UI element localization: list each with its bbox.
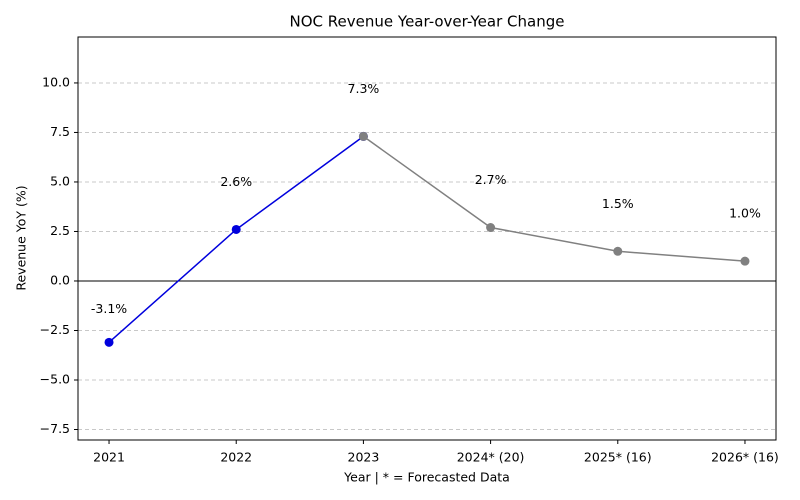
data-label: 7.3% [348,81,380,96]
x-tick-label: 2022 [220,450,252,465]
chart-title: NOC Revenue Year-over-Year Change [290,13,565,31]
data-label: 2.6% [220,174,252,189]
y-tick-label: −5.0 [40,371,70,386]
plot-frame [77,36,777,441]
data-label: -3.1% [91,301,127,316]
y-axis-label: Revenue YoY (%) [14,185,29,290]
y-tick-label: 0.0 [50,272,70,287]
x-tick-label: 2024* (20) [457,450,525,465]
x-tick-label: 2023 [348,450,380,465]
data-point [740,256,750,266]
data-point [486,223,496,233]
data-label: 2.7% [475,172,507,187]
y-tick-label: 10.0 [42,74,70,89]
series-line [108,135,364,343]
series-line [362,135,746,262]
x-tick-label: 2021 [93,450,125,465]
data-point [613,246,623,256]
data-point [104,337,114,347]
y-tick-label: 2.5 [50,223,70,238]
y-tick-label: −7.5 [40,421,70,436]
y-tick-label: 5.0 [50,173,70,188]
data-label: 1.0% [729,206,761,221]
x-tick-label: 2025* (16) [584,450,652,465]
y-tick-label: 7.5 [50,124,70,139]
x-tick-label: 2026* (16) [711,450,779,465]
y-tick-label: −2.5 [40,322,70,337]
data-point [358,131,368,141]
data-point [231,224,241,234]
data-label: 1.5% [602,196,634,211]
x-axis-label: Year | * = Forecasted Data [343,470,510,485]
